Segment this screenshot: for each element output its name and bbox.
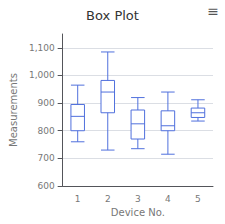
svg-text:1: 1 [75,194,81,204]
svg-text:Device No.: Device No. [111,207,165,218]
svg-text:2: 2 [105,194,111,204]
svg-text:700: 700 [37,153,54,163]
svg-text:Measurements: Measurements [8,73,19,147]
svg-text:900: 900 [37,98,54,108]
svg-text:1,000: 1,000 [29,70,55,80]
svg-text:≡: ≡ [207,3,219,19]
svg-text:600: 600 [37,181,54,191]
svg-text:800: 800 [37,126,54,136]
svg-text:Box Plot: Box Plot [86,8,139,23]
svg-text:5: 5 [195,194,201,204]
svg-text:4: 4 [165,194,171,204]
svg-text:3: 3 [135,194,141,204]
svg-text:1,100: 1,100 [29,43,55,53]
